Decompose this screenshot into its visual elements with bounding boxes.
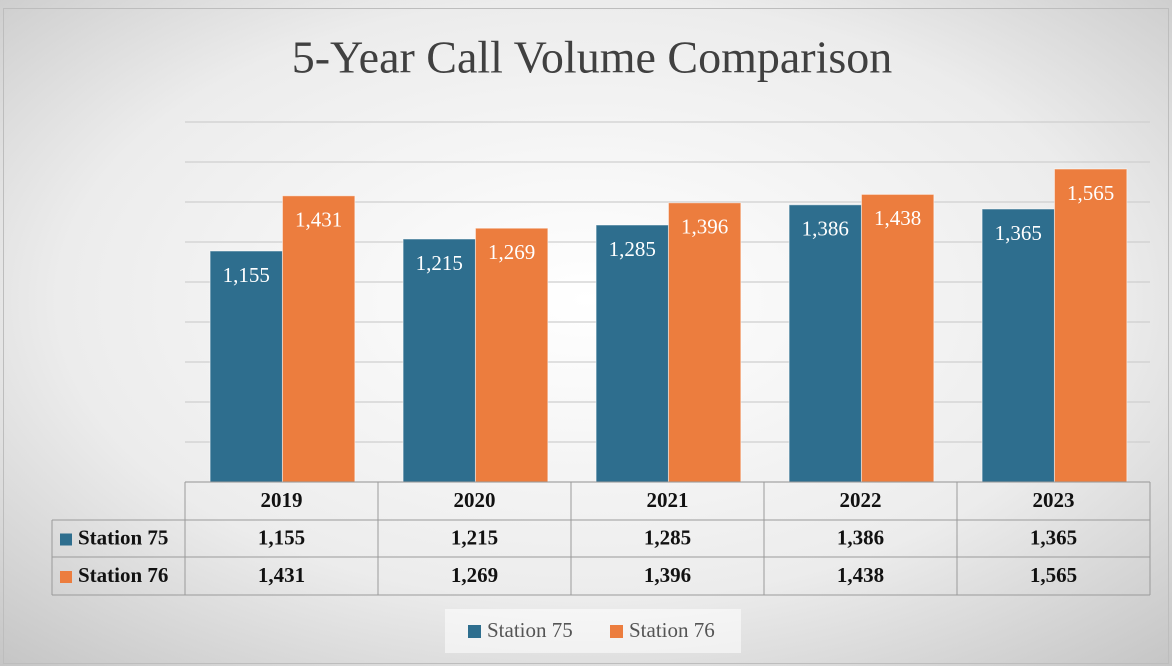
table-cell: 1,269 bbox=[451, 563, 498, 587]
data-label: 1,438 bbox=[874, 206, 921, 230]
bar bbox=[667, 202, 742, 483]
x-tick-label: 2023 bbox=[1033, 488, 1075, 512]
chart-title: 5-Year Call Volume Comparison bbox=[292, 32, 893, 83]
data-label: 1,386 bbox=[802, 217, 849, 241]
table-cell: 1,438 bbox=[837, 563, 884, 587]
bar bbox=[595, 224, 669, 483]
data-label: 1,565 bbox=[1067, 181, 1114, 205]
data-label: 1,285 bbox=[609, 237, 656, 261]
table-row-header: Station 76 bbox=[78, 563, 168, 587]
legend-label: Station 76 bbox=[629, 618, 715, 642]
table-cell: 1,565 bbox=[1030, 563, 1077, 587]
data-label: 1,365 bbox=[995, 221, 1042, 245]
bar bbox=[474, 227, 549, 483]
legend-box bbox=[445, 609, 741, 653]
table-cell: 1,431 bbox=[258, 563, 305, 587]
data-label: 1,215 bbox=[416, 251, 463, 275]
legend-label: Station 75 bbox=[487, 618, 573, 642]
x-tick-label: 2020 bbox=[454, 488, 496, 512]
bar bbox=[1053, 168, 1128, 483]
legend-key bbox=[610, 625, 623, 638]
table-cell: 1,396 bbox=[644, 563, 691, 587]
table-cell: 1,365 bbox=[1030, 525, 1077, 549]
x-tick-label: 2019 bbox=[261, 488, 303, 512]
bar bbox=[281, 195, 356, 483]
bar bbox=[860, 193, 935, 483]
x-tick-label: 2021 bbox=[647, 488, 689, 512]
table-row-header: Station 75 bbox=[78, 525, 168, 549]
data-label: 1,155 bbox=[223, 263, 270, 287]
table-legend-key bbox=[60, 571, 72, 583]
bar bbox=[209, 250, 283, 483]
table-cell: 1,215 bbox=[451, 525, 498, 549]
legend-key bbox=[468, 625, 481, 638]
bar bbox=[981, 208, 1055, 483]
table-cell: 1,155 bbox=[258, 525, 305, 549]
data-label: 1,431 bbox=[295, 208, 342, 232]
table-cell: 1,285 bbox=[644, 525, 691, 549]
table-legend-key bbox=[60, 533, 72, 546]
chart-border bbox=[3, 8, 1169, 664]
data-label: 1,396 bbox=[681, 215, 728, 239]
data-label: 1,269 bbox=[488, 240, 535, 264]
table-cell: 1,386 bbox=[837, 525, 884, 549]
bar bbox=[402, 238, 476, 483]
x-tick-label: 2022 bbox=[840, 488, 882, 512]
bar bbox=[788, 204, 862, 483]
